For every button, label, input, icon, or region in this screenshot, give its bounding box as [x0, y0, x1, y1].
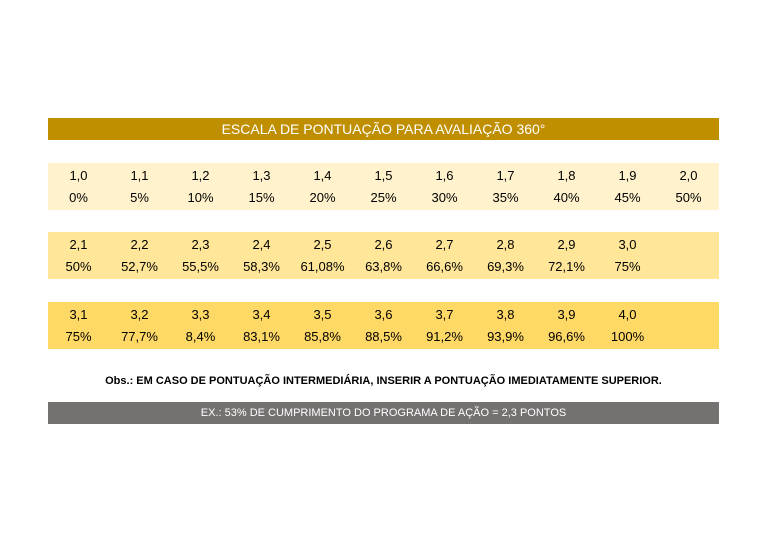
score-cell: 1,6 — [435, 168, 454, 183]
percent-cell: 5% — [130, 190, 149, 205]
score-cell: 3,1 — [69, 307, 88, 322]
percent-cell: 55,5% — [182, 259, 219, 274]
percent-cell: 35% — [492, 190, 519, 205]
score-cell: 3,3 — [191, 307, 210, 322]
score-cell: 2,2 — [130, 237, 149, 252]
title-bar: ESCALA DE PONTUAÇÃO PARA AVALIAÇÃO 360° — [48, 118, 719, 140]
score-cell: 3,8 — [496, 307, 515, 322]
percent-cell: 10% — [187, 190, 214, 205]
score-cell: 3,0 — [618, 237, 637, 252]
note: Obs.: EM CASO DE PONTUAÇÃO INTERMEDIÁRIA… — [105, 375, 662, 387]
percent-cell: 85,8% — [304, 329, 341, 344]
percent-cell: 58,3% — [243, 259, 280, 274]
percent-cell: 20% — [309, 190, 336, 205]
score-cell: 3,5 — [313, 307, 332, 322]
percent-cell: 8,4% — [185, 329, 216, 344]
percent-cell: 93,9% — [487, 329, 524, 344]
percent-cell: 100% — [610, 329, 645, 344]
score-cell: 3,7 — [435, 307, 454, 322]
percent-cell: 52,7% — [121, 259, 158, 274]
percent-cell: 91,2% — [426, 329, 463, 344]
score-cell: 2,9 — [557, 237, 576, 252]
percent-cell: 61,08% — [300, 259, 345, 274]
percent-cell: 45% — [614, 190, 641, 205]
percent-cell: 83,1% — [243, 329, 280, 344]
percent-cell: 96,6% — [548, 329, 585, 344]
percent-cell: 75% — [614, 259, 641, 274]
score-cell: 2,4 — [252, 237, 271, 252]
percent-cell: 40% — [553, 190, 580, 205]
score-cell: 3,4 — [252, 307, 271, 322]
percent-cell: 77,7% — [121, 329, 158, 344]
percent-cell: 75% — [65, 329, 92, 344]
percent-cell: 30% — [431, 190, 458, 205]
score-cell: 2,6 — [374, 237, 393, 252]
score-cell: 1,5 — [374, 168, 393, 183]
score-cell: 2,5 — [313, 237, 332, 252]
percent-cell: 69,3% — [487, 259, 524, 274]
score-cell: 2,7 — [435, 237, 454, 252]
percent-cell: 50% — [675, 190, 702, 205]
percent-cell: 15% — [248, 190, 275, 205]
score-cell: 1,2 — [191, 168, 210, 183]
percent-cell: 25% — [370, 190, 397, 205]
score-cell: 2,1 — [69, 237, 88, 252]
score-cell: 1,9 — [618, 168, 637, 183]
score-cell: 2,0 — [679, 168, 698, 183]
percent-cell: 50% — [65, 259, 92, 274]
example-bar: EX.: 53% DE CUMPRIMENTO DO PROGRAMA DE A… — [48, 402, 719, 424]
score-cell: 2,8 — [496, 237, 515, 252]
score-group: 3,1 3,2 3,3 3,4 3,5 3,6 3,7 3,8 3,9 4,0 75% 77,7% 8,… — [48, 302, 719, 349]
percent-cell: 0% — [69, 190, 88, 205]
percent-cell: 63,8% — [365, 259, 402, 274]
score-cell: 4,0 — [618, 307, 637, 322]
score-cell: 1,1 — [130, 168, 149, 183]
score-cell: 1,7 — [496, 168, 515, 183]
score-cell: 2,3 — [191, 237, 210, 252]
score-cell: 1,3 — [252, 168, 271, 183]
score-cell: 1,4 — [313, 168, 332, 183]
score-cell: 3,9 — [557, 307, 576, 322]
score-group: 2,1 2,2 2,3 2,4 2,5 2,6 2,7 2,8 2,9 3,0 50% 52,7% 55… — [48, 232, 719, 279]
score-group: 1,0 1,1 1,2 1,3 1,4 1,5 1,6 1,7 1,8 1,9 2,0 0% 5% 10%… — [48, 163, 719, 210]
percent-cell: 88,5% — [365, 329, 402, 344]
score-cell: 1,8 — [557, 168, 576, 183]
score-cell: 1,0 — [69, 168, 88, 183]
score-cell: 3,6 — [374, 307, 393, 322]
percent-cell: 72,1% — [548, 259, 585, 274]
percent-cell: 66,6% — [426, 259, 463, 274]
score-cell: 3,2 — [130, 307, 149, 322]
